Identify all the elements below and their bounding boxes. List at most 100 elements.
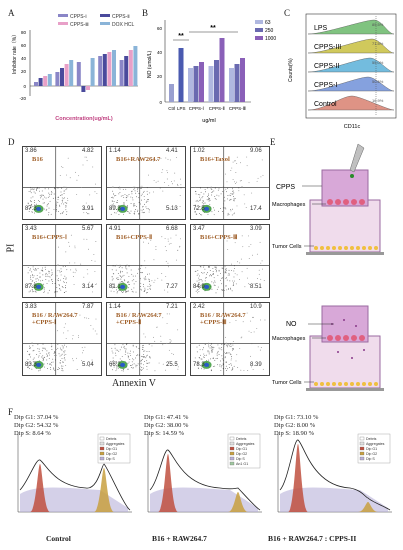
f-dip-g1: Dip G1: 37.04 % — [14, 414, 59, 421]
d-flow-plot — [190, 302, 270, 376]
d-quad-ul: 1.02 — [193, 148, 205, 154]
a-bar — [34, 82, 38, 86]
a-bar — [69, 60, 74, 86]
d-scatter — [191, 303, 269, 375]
e-macro-label-bottom: Macrophages — [272, 336, 306, 342]
c-row-label: CPPS-III — [314, 44, 341, 51]
a-ytick-80: 80 — [21, 30, 27, 35]
d-quad-ll: 89.3 — [109, 206, 121, 212]
panel-label-b: B — [142, 8, 149, 18]
d-quad-ur: 10.9 — [250, 304, 262, 310]
a-bar — [107, 52, 112, 86]
e-cpps-label: CPPS — [276, 184, 295, 191]
a-bar — [76, 62, 81, 86]
b-bar — [193, 66, 199, 102]
f-legend-item: Debris — [366, 437, 377, 441]
a-bar — [98, 56, 103, 86]
f-dip-g1: Dip G1: 73.10 % — [274, 414, 319, 421]
a-bar — [128, 50, 133, 86]
panel-b-bar-chart: 60 40 20 0 NO (umol/L) ** ** 63 250 1000… — [147, 20, 276, 124]
c-row-pct: 71.5% — [372, 41, 384, 46]
f-dip-s: Dip S: 14.59 % — [144, 430, 185, 437]
f-legend-item: Debris — [106, 437, 117, 441]
d-sample-name: B16 / RAW264.7 +CPPS-Ⅰ — [32, 312, 78, 326]
legend-swatch-dox — [100, 22, 110, 25]
d-scatter — [23, 303, 101, 375]
a-bar — [112, 50, 116, 86]
d-scatter — [107, 147, 185, 219]
d-flow-plot — [22, 146, 102, 220]
f-caption: B16 + RAW264.7 — [152, 534, 207, 543]
f-dip-g1: Dip G1: 47.41 % — [144, 414, 189, 421]
d-sample-name: B16+CPPS-Ⅲ — [200, 234, 238, 241]
d-quad-ul: 3.47 — [193, 226, 205, 232]
e-macro-label-top: Macrophages — [272, 202, 306, 208]
f-legend-item: Debris — [236, 437, 247, 441]
b-legend-250: 250 — [265, 28, 274, 34]
panel-label-f: F — [8, 407, 14, 417]
d-scatter — [23, 225, 101, 297]
d-quad-ll: 78.3 — [193, 362, 205, 368]
b-bar — [234, 64, 240, 102]
d-quad-ur: 9.06 — [250, 148, 262, 154]
a-bar — [47, 74, 52, 86]
d-quad-ur: 7.87 — [82, 304, 94, 310]
a-xlabel: Concentration(ug/mL) — [55, 116, 113, 122]
d-quad-ul: 3.43 — [25, 226, 37, 232]
d-ylabel: PI — [5, 243, 17, 253]
f-legend-item: Dip G2 — [366, 452, 377, 456]
b-ytick-60: 60 — [157, 26, 163, 31]
d-quad-lr: 25.5 — [166, 362, 178, 368]
legend-cpps3: CPPS-Ⅲ — [70, 22, 89, 28]
a-bar — [133, 46, 138, 86]
a-bar — [38, 78, 43, 86]
d-quad-ul: 3.83 — [25, 304, 37, 310]
panel-label-c: C — [284, 8, 291, 18]
a-bar — [86, 86, 90, 90]
d-sample-name: B16 — [32, 156, 43, 163]
b-bar — [178, 48, 184, 102]
d-quad-ul: 1.14 — [109, 148, 121, 154]
f-dip-g2: Dip G2: 38.00 % — [144, 422, 189, 429]
d-xlabel: Annexin V — [112, 378, 156, 389]
c-row-pct: 85.5% — [372, 22, 384, 27]
c-row-label: CPPS-II — [314, 63, 339, 70]
c-ridge — [307, 76, 395, 92]
b-bar — [240, 58, 245, 102]
d-quad-ur: 3.09 — [250, 226, 262, 232]
f-legend-item: Aggregates — [106, 442, 125, 446]
f-legend-item: Dip G1 — [236, 447, 247, 451]
d-flow-plot — [106, 224, 186, 298]
c-row-pct: 16.9% — [372, 98, 384, 103]
b-category-label: Ctrl — [168, 106, 175, 111]
c-row-pct: 55.0% — [372, 60, 384, 65]
e-top-well: CPPS Macrophages Tumor Cells — [272, 143, 384, 255]
d-quad-ur: 6.68 — [166, 226, 178, 232]
legend-dox: DOX HCL — [112, 22, 134, 28]
d-quad-lr: 7.27 — [166, 284, 178, 290]
e-no-label: NO — [286, 321, 297, 328]
a-bar — [81, 86, 86, 92]
d-quad-ll: 81.1 — [109, 284, 121, 290]
a-bar — [43, 76, 48, 86]
c-xlabel: CD11c — [344, 124, 361, 130]
b-bars-group — [169, 38, 245, 102]
b-legend-63: 63 — [265, 20, 271, 26]
a-bar — [102, 54, 107, 86]
d-flow-plot — [106, 302, 186, 376]
d-quad-ll: 83.3 — [25, 362, 37, 368]
d-quad-lr: 8.39 — [250, 362, 262, 368]
d-quad-lr: 5.13 — [166, 206, 178, 212]
legend-cpps2: CPPS-Ⅱ — [112, 14, 130, 20]
b-sig-2: ** — [210, 25, 216, 32]
d-quad-ul: 4.91 — [109, 226, 121, 232]
f-caption: Control — [46, 534, 71, 543]
panel-label-a: A — [8, 8, 15, 18]
d-sample-name: B16+CPPS-Ⅰ — [32, 234, 67, 241]
e-tumor-label-bottom: Tumor Cells — [272, 380, 302, 386]
a-bar — [60, 68, 64, 86]
e-tumor-label-top: Tumor Cells — [272, 244, 302, 250]
